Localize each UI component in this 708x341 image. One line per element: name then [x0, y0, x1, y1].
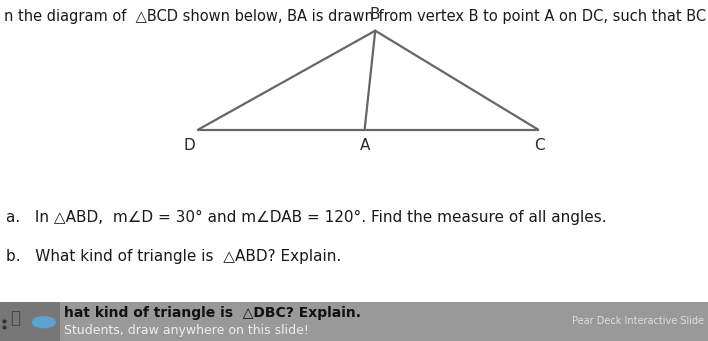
- Bar: [0, 302, 60, 341]
- Text: D: D: [184, 138, 195, 153]
- Bar: [0, 302, 708, 341]
- Circle shape: [33, 317, 55, 328]
- Text: a.   In △ABD,  m∠D = 30° and m∠DAB = 120°. Find the measure of all angles.: a. In △ABD, m∠D = 30° and m∠DAB = 120°. …: [6, 210, 606, 225]
- Text: 🗑: 🗑: [11, 309, 21, 327]
- Text: A: A: [360, 138, 370, 153]
- Text: C: C: [534, 138, 545, 153]
- Text: b.   What kind of triangle is  △ABD? Explain.: b. What kind of triangle is △ABD? Explai…: [6, 249, 341, 264]
- Text: n the diagram of  △BCD shown below, BA is drawn from vertex B to point A on DC, : n the diagram of △BCD shown below, BA is…: [4, 9, 708, 24]
- Text: B: B: [370, 7, 380, 22]
- Text: Pear Deck Interactive Slide: Pear Deck Interactive Slide: [572, 316, 704, 326]
- Text: hat kind of triangle is  △DBC? Explain.: hat kind of triangle is △DBC? Explain.: [64, 306, 360, 320]
- Text: Students, draw anywhere on this slide!: Students, draw anywhere on this slide!: [64, 324, 309, 337]
